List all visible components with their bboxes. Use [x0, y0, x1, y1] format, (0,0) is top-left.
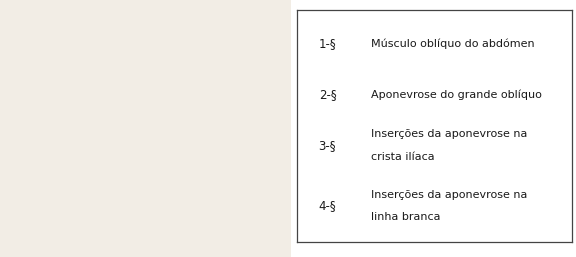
Text: 1-§: 1-§: [319, 37, 336, 50]
Text: Inserções da aponevrose na: Inserções da aponevrose na: [371, 190, 528, 199]
Text: Músculo oblíquo do abdómen: Músculo oblíquo do abdómen: [371, 39, 535, 49]
Text: 4-§: 4-§: [319, 199, 336, 212]
Text: 2-§: 2-§: [319, 88, 336, 101]
Text: 3-§: 3-§: [319, 139, 336, 152]
Text: crista ilíaca: crista ilíaca: [371, 152, 435, 162]
Text: Aponevrose do grande oblíquo: Aponevrose do grande oblíquo: [371, 89, 542, 100]
Text: Inserções da aponevrose na: Inserções da aponevrose na: [371, 130, 528, 139]
Text: linha branca: linha branca: [371, 212, 441, 222]
